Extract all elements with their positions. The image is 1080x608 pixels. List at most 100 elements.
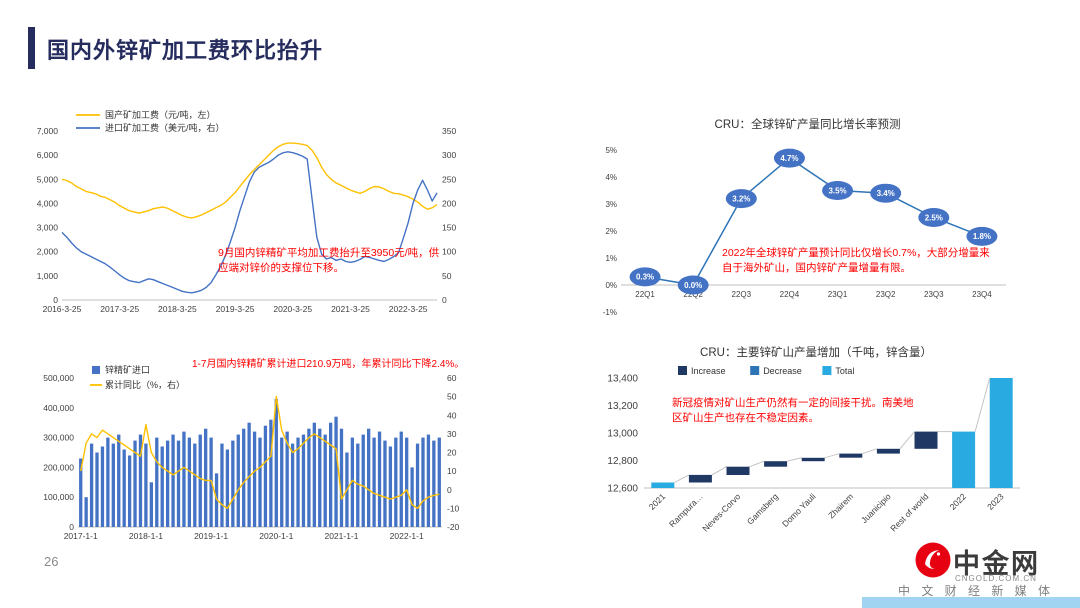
import-chart-annotation: 1-7月国内锌精矿累计进口210.9万吨，年累计同比下降2.4%。 xyxy=(192,359,465,370)
page-title: 国内外锌矿加工费环比抬升 xyxy=(47,38,324,63)
svg-text:2016-3-25: 2016-3-25 xyxy=(43,304,82,314)
svg-text:22Q1: 22Q1 xyxy=(635,290,655,299)
mine-waterfall-chart: 12,600 12,800 13,000 13,200 13,400 Increase De… xyxy=(607,366,1020,533)
svg-text:2,000: 2,000 xyxy=(37,247,59,257)
svg-text:Total: Total xyxy=(835,366,854,376)
svg-text:2.5%: 2.5% xyxy=(925,213,943,222)
footer-strip xyxy=(862,597,1080,608)
svg-text:2021-1-1: 2021-1-1 xyxy=(324,531,358,541)
cru-growth-line-chart: 5% 4% 3% 2% 1% 0% -1% 22Q1 22Q2 22Q3 22Q4 23Q1 23Q2 2… xyxy=(603,146,1006,317)
svg-text:12,800: 12,800 xyxy=(607,456,638,467)
svg-text:4%: 4% xyxy=(605,173,617,182)
svg-text:Rampura…: Rampura… xyxy=(667,491,705,529)
svg-text:进口矿加工费（美元/吨，右）: 进口矿加工费（美元/吨，右） xyxy=(105,122,225,133)
svg-text:1%: 1% xyxy=(605,254,617,263)
svg-text:5,000: 5,000 xyxy=(37,174,59,184)
svg-text:250: 250 xyxy=(442,174,456,184)
svg-text:Neves-Corvo: Neves-Corvo xyxy=(700,491,742,533)
svg-text:2019-1-1: 2019-1-1 xyxy=(194,531,228,541)
svg-text:13,400: 13,400 xyxy=(607,374,638,385)
svg-text:12,600: 12,600 xyxy=(607,484,638,495)
svg-text:Gamsberg: Gamsberg xyxy=(745,491,780,526)
svg-text:22Q4: 22Q4 xyxy=(780,290,800,299)
svg-text:2017-3-25: 2017-3-25 xyxy=(100,304,139,314)
svg-text:-20: -20 xyxy=(447,522,460,532)
svg-text:2022-3-25: 2022-3-25 xyxy=(389,304,428,314)
svg-text:6,000: 6,000 xyxy=(37,150,59,160)
logo-domain: CNGOLD.COM.CN xyxy=(955,574,1037,583)
svg-text:1.8%: 1.8% xyxy=(973,232,991,241)
svg-text:Juanicipio: Juanicipio xyxy=(859,491,893,525)
svg-text:350: 350 xyxy=(442,126,456,136)
svg-text:500,000: 500,000 xyxy=(43,373,74,383)
svg-text:200,000: 200,000 xyxy=(43,462,74,472)
svg-text:Increase: Increase xyxy=(691,366,726,376)
cngold-logo-icon xyxy=(915,542,951,578)
tc-chart-annotation: 9月国内锌精矿平均加工费抬升至3950元/吨，供应端对锌价的支撑位下移。 xyxy=(218,247,440,274)
svg-text:23Q3: 23Q3 xyxy=(924,290,944,299)
svg-text:3.4%: 3.4% xyxy=(877,189,895,198)
logo-text: 中金网 xyxy=(953,549,1040,579)
svg-text:3.2%: 3.2% xyxy=(732,194,750,203)
svg-text:100: 100 xyxy=(442,247,456,257)
svg-text:2018-1-1: 2018-1-1 xyxy=(129,531,163,541)
mine-waterfall-annotation: 新冠疫情对矿山生产仍然有一定的间接干扰。南美地区矿山生产也存在不稳定因素。 xyxy=(672,397,914,424)
svg-text:2020-3-25: 2020-3-25 xyxy=(273,304,312,314)
svg-text:0: 0 xyxy=(442,295,447,305)
page-number: 26 xyxy=(44,554,59,569)
tc-line-chart: 0 1,000 2,000 3,000 4,000 5,000 6,000 7,000 0 50 1… xyxy=(37,109,457,314)
svg-text:150: 150 xyxy=(442,223,456,233)
svg-text:400,000: 400,000 xyxy=(43,403,74,413)
svg-text:60: 60 xyxy=(447,373,457,383)
svg-text:2023: 2023 xyxy=(985,491,1006,512)
svg-text:23Q4: 23Q4 xyxy=(972,290,992,299)
logo-tagline: 中 文 财 经 新 媒 体 xyxy=(898,584,1055,598)
svg-text:-1%: -1% xyxy=(603,308,617,317)
import-bar-line-chart: 0 100,000 200,000 300,000 400,000 500,000 -20 -… xyxy=(43,364,460,541)
svg-text:2018-3-25: 2018-3-25 xyxy=(158,304,197,314)
svg-text:200: 200 xyxy=(442,198,456,208)
svg-text:30: 30 xyxy=(447,429,457,439)
svg-text:3.5%: 3.5% xyxy=(828,186,846,195)
svg-text:-10: -10 xyxy=(447,503,460,513)
svg-text:Decrease: Decrease xyxy=(763,366,802,376)
svg-text:国产矿加工费（元/吨，左）: 国产矿加工费（元/吨，左） xyxy=(105,109,216,120)
svg-text:13,200: 13,200 xyxy=(607,401,638,412)
svg-text:10: 10 xyxy=(447,466,457,476)
svg-text:2021-3-25: 2021-3-25 xyxy=(331,304,370,314)
mine-waterfall-chart-title: CRU：主要锌矿山产量增加（千吨，锌含量） xyxy=(700,347,932,359)
svg-text:锌精矿进口: 锌精矿进口 xyxy=(105,364,150,375)
cru-growth-chart-title: CRU：全球锌矿产量同比增长率预测 xyxy=(714,119,901,131)
svg-text:5%: 5% xyxy=(605,146,617,155)
svg-text:Domo Yauli: Domo Yauli xyxy=(780,491,818,529)
title-accent-bar xyxy=(28,27,35,69)
svg-text:0: 0 xyxy=(53,295,58,305)
svg-text:4,000: 4,000 xyxy=(37,198,59,208)
svg-text:50: 50 xyxy=(447,392,457,402)
svg-text:40: 40 xyxy=(447,410,457,420)
svg-text:50: 50 xyxy=(442,271,452,281)
svg-text:2021: 2021 xyxy=(647,491,668,512)
svg-text:22Q2: 22Q2 xyxy=(683,290,703,299)
svg-text:0%: 0% xyxy=(605,281,617,290)
svg-text:4.7%: 4.7% xyxy=(780,154,798,163)
svg-text:2%: 2% xyxy=(605,227,617,236)
svg-text:累计同比（%，右）: 累计同比（%，右） xyxy=(105,379,185,390)
svg-text:1,000: 1,000 xyxy=(37,271,59,281)
cru-growth-annotation: 2022年全球锌矿产量预计同比仅增长0.7%，大部分增量来自于海外矿山，国内锌矿… xyxy=(722,247,990,274)
svg-text:7,000: 7,000 xyxy=(37,126,59,136)
svg-text:2022-1-1: 2022-1-1 xyxy=(390,531,424,541)
svg-text:2017-1-1: 2017-1-1 xyxy=(64,531,98,541)
svg-text:3,000: 3,000 xyxy=(37,223,59,233)
svg-text:3%: 3% xyxy=(605,200,617,209)
svg-text:Zhairem: Zhairem xyxy=(826,491,855,520)
svg-text:2022: 2022 xyxy=(948,491,969,512)
svg-text:22Q3: 22Q3 xyxy=(732,290,752,299)
svg-text:2020-1-1: 2020-1-1 xyxy=(259,531,293,541)
svg-text:23Q2: 23Q2 xyxy=(876,290,896,299)
svg-text:0: 0 xyxy=(69,522,74,532)
svg-text:23Q1: 23Q1 xyxy=(828,290,848,299)
svg-text:100,000: 100,000 xyxy=(43,492,74,502)
svg-text:13,000: 13,000 xyxy=(607,429,638,440)
